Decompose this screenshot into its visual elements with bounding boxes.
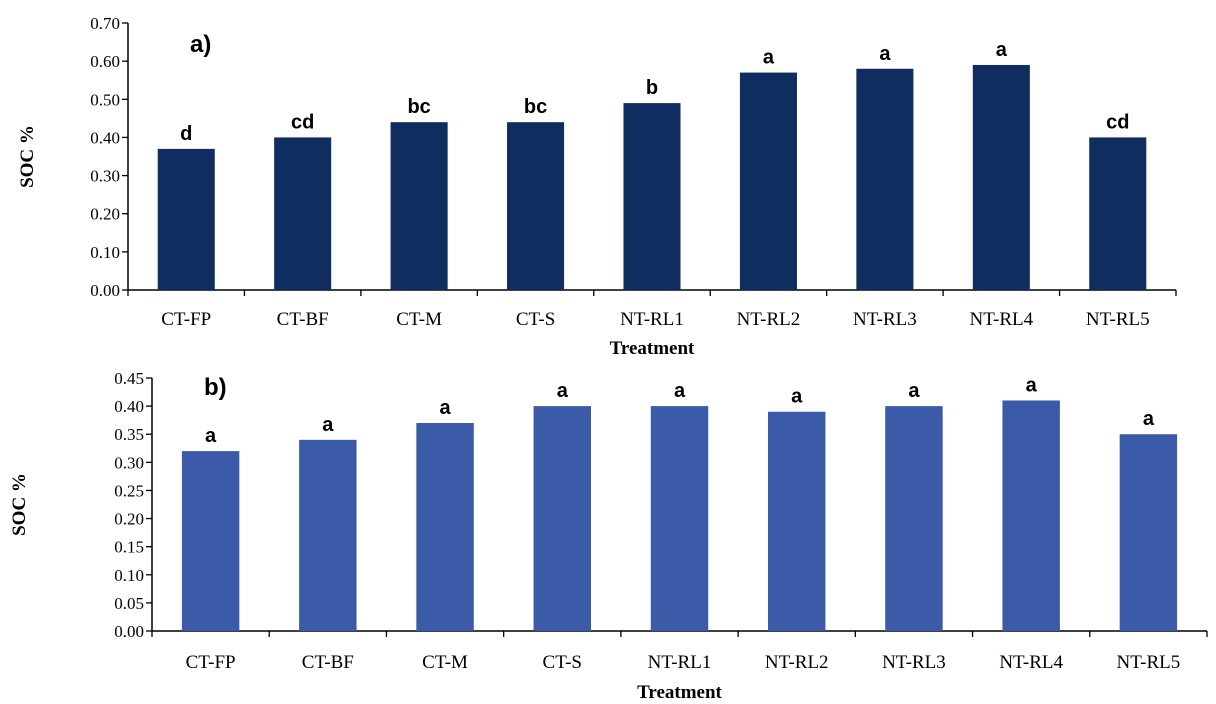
panel-a-bar [623, 103, 681, 290]
panel-a-category-label: NT-RL4 [969, 309, 1033, 330]
panel-b-category-label: CT-M [422, 652, 468, 673]
panel-a-y-tick-label: 0.10 [90, 243, 120, 262]
panel-a-category-label: NT-RL2 [737, 309, 801, 330]
panel-a-significance-label: bc [524, 96, 547, 118]
panel-a-bar [972, 64, 1030, 290]
panel-a-category-label: CT-S [516, 309, 555, 330]
panel-a-y-tick-label: 0.60 [90, 52, 120, 71]
panel-a-y-tick-label: 0.30 [90, 167, 120, 186]
panel-b-y-tick-label: 0.45 [114, 369, 144, 388]
panel-b-category-label: NT-RL5 [1117, 652, 1181, 673]
panel-a-significance-label: cd [1106, 111, 1129, 133]
panel-b-y-tick-label: 0.35 [114, 425, 144, 444]
panel-b-category-label: NT-RL4 [999, 652, 1063, 673]
panel-a-panel-label: a) [190, 31, 211, 58]
panel-b-y-tick-label: 0.20 [114, 510, 144, 529]
panel-a-y-axis-title: SOC % [17, 125, 38, 188]
panel-b-significance-label: a [1026, 374, 1038, 396]
panel-a-bar [739, 72, 797, 290]
panel-a-y-tick-label: 0.20 [90, 205, 120, 224]
panel-b-significance-label: a [791, 386, 803, 408]
panel-b-bar [885, 406, 943, 631]
panel-b-x-axis-title: Treatment [637, 682, 722, 703]
panel-b-y-tick-label: 0.40 [114, 397, 144, 416]
panel-a-significance-label: a [763, 47, 775, 69]
panel-a-y-tick-label: 0.00 [90, 281, 120, 300]
panel-a-bar [507, 122, 565, 291]
panel-b-y-tick-label: 0.30 [114, 453, 144, 472]
panel-b-category-label: CT-BF [302, 652, 354, 673]
panel-b-y-tick-label: 0.05 [114, 594, 144, 613]
panel-b-bar [299, 439, 357, 631]
panel-b-significance-label: a [674, 380, 686, 402]
panel-b-bar [1002, 400, 1060, 631]
panel-a-bar [390, 122, 448, 291]
panel-b-bar [533, 406, 591, 631]
panel-b-y-tick-label: 0.10 [114, 566, 144, 585]
panel-b-y-tick-label: 0.00 [114, 622, 144, 641]
panel-b-significance-label: a [322, 414, 334, 436]
panel-a-significance-label: a [996, 39, 1008, 61]
panel-b-bar [650, 406, 709, 631]
panel-a-significance-label: cd [291, 111, 314, 133]
panel-b-category-label: CT-FP [186, 652, 236, 673]
panel-a-category-label: NT-RL1 [620, 309, 684, 330]
panel-b-category-label: NT-RL2 [765, 652, 829, 673]
panel-a-significance-label: d [180, 123, 192, 145]
panel-b-bar [1119, 434, 1178, 631]
panel-a-x-axis-title: Treatment [610, 338, 695, 359]
panel-b-significance-label: a [439, 397, 451, 419]
panel-b-y-tick-label: 0.25 [114, 481, 144, 500]
panel-b-y-tick-label: 0.15 [114, 538, 144, 557]
panel-b-y-axis-title: SOC % [9, 473, 30, 536]
panel-a-category-label: CT-FP [161, 309, 211, 330]
panel-b-category-label: NT-RL1 [648, 652, 712, 673]
panel-a-bar [157, 148, 215, 290]
panel-a-bar [274, 137, 332, 290]
panel-a-significance-label: a [879, 43, 891, 65]
panel-a-significance-label: bc [407, 96, 430, 118]
panel-b-significance-label: a [1143, 408, 1155, 430]
panel-b-significance-label: a [205, 425, 217, 447]
panel-b-significance-label: a [557, 380, 569, 402]
panel-a-category-label: NT-RL5 [1086, 309, 1150, 330]
panel-b-significance-label: a [908, 380, 920, 402]
panel-b-bar [768, 411, 826, 631]
panel-a-category-label: CT-M [396, 309, 442, 330]
panel-a-bar [856, 68, 914, 291]
panel-b-category-label: NT-RL3 [882, 652, 946, 673]
panel-a-category-label: CT-BF [277, 309, 329, 330]
panel-a-y-tick-label: 0.70 [90, 14, 120, 33]
panel-a-bar [1089, 137, 1147, 290]
panel-b-bar [416, 422, 474, 631]
panel-a-y-tick-label: 0.40 [90, 128, 120, 147]
panel-a-y-tick-label: 0.50 [90, 90, 120, 109]
panel-a-category-label: NT-RL3 [853, 309, 917, 330]
panel-b-category-label: CT-S [543, 652, 582, 673]
panel-b-bar [181, 451, 240, 631]
panel-b-panel-label: b) [204, 374, 227, 401]
panel-a-significance-label: b [646, 77, 658, 99]
